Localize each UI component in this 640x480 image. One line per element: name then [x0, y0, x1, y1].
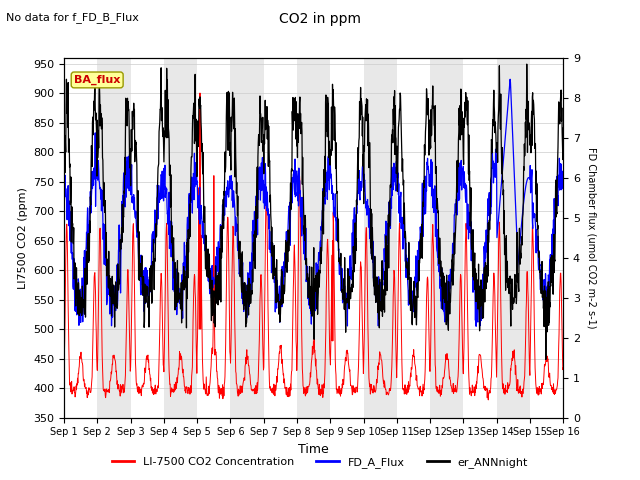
Bar — [364, 58, 397, 418]
Text: BA_flux: BA_flux — [74, 75, 120, 85]
Bar — [297, 58, 330, 418]
Bar — [430, 58, 463, 418]
Bar — [497, 58, 530, 418]
Bar — [164, 58, 197, 418]
Y-axis label: FD Chamber flux (umol CO2 m-2 s-1): FD Chamber flux (umol CO2 m-2 s-1) — [587, 147, 596, 328]
Bar — [230, 58, 264, 418]
Bar — [97, 58, 131, 418]
Text: CO2 in ppm: CO2 in ppm — [279, 12, 361, 26]
X-axis label: Time: Time — [298, 443, 329, 456]
Y-axis label: LI7500 CO2 (ppm): LI7500 CO2 (ppm) — [17, 187, 28, 288]
Text: No data for f_FD_B_Flux: No data for f_FD_B_Flux — [6, 12, 140, 23]
Legend: LI-7500 CO2 Concentration, FD_A_Flux, er_ANNnight: LI-7500 CO2 Concentration, FD_A_Flux, er… — [108, 452, 532, 472]
